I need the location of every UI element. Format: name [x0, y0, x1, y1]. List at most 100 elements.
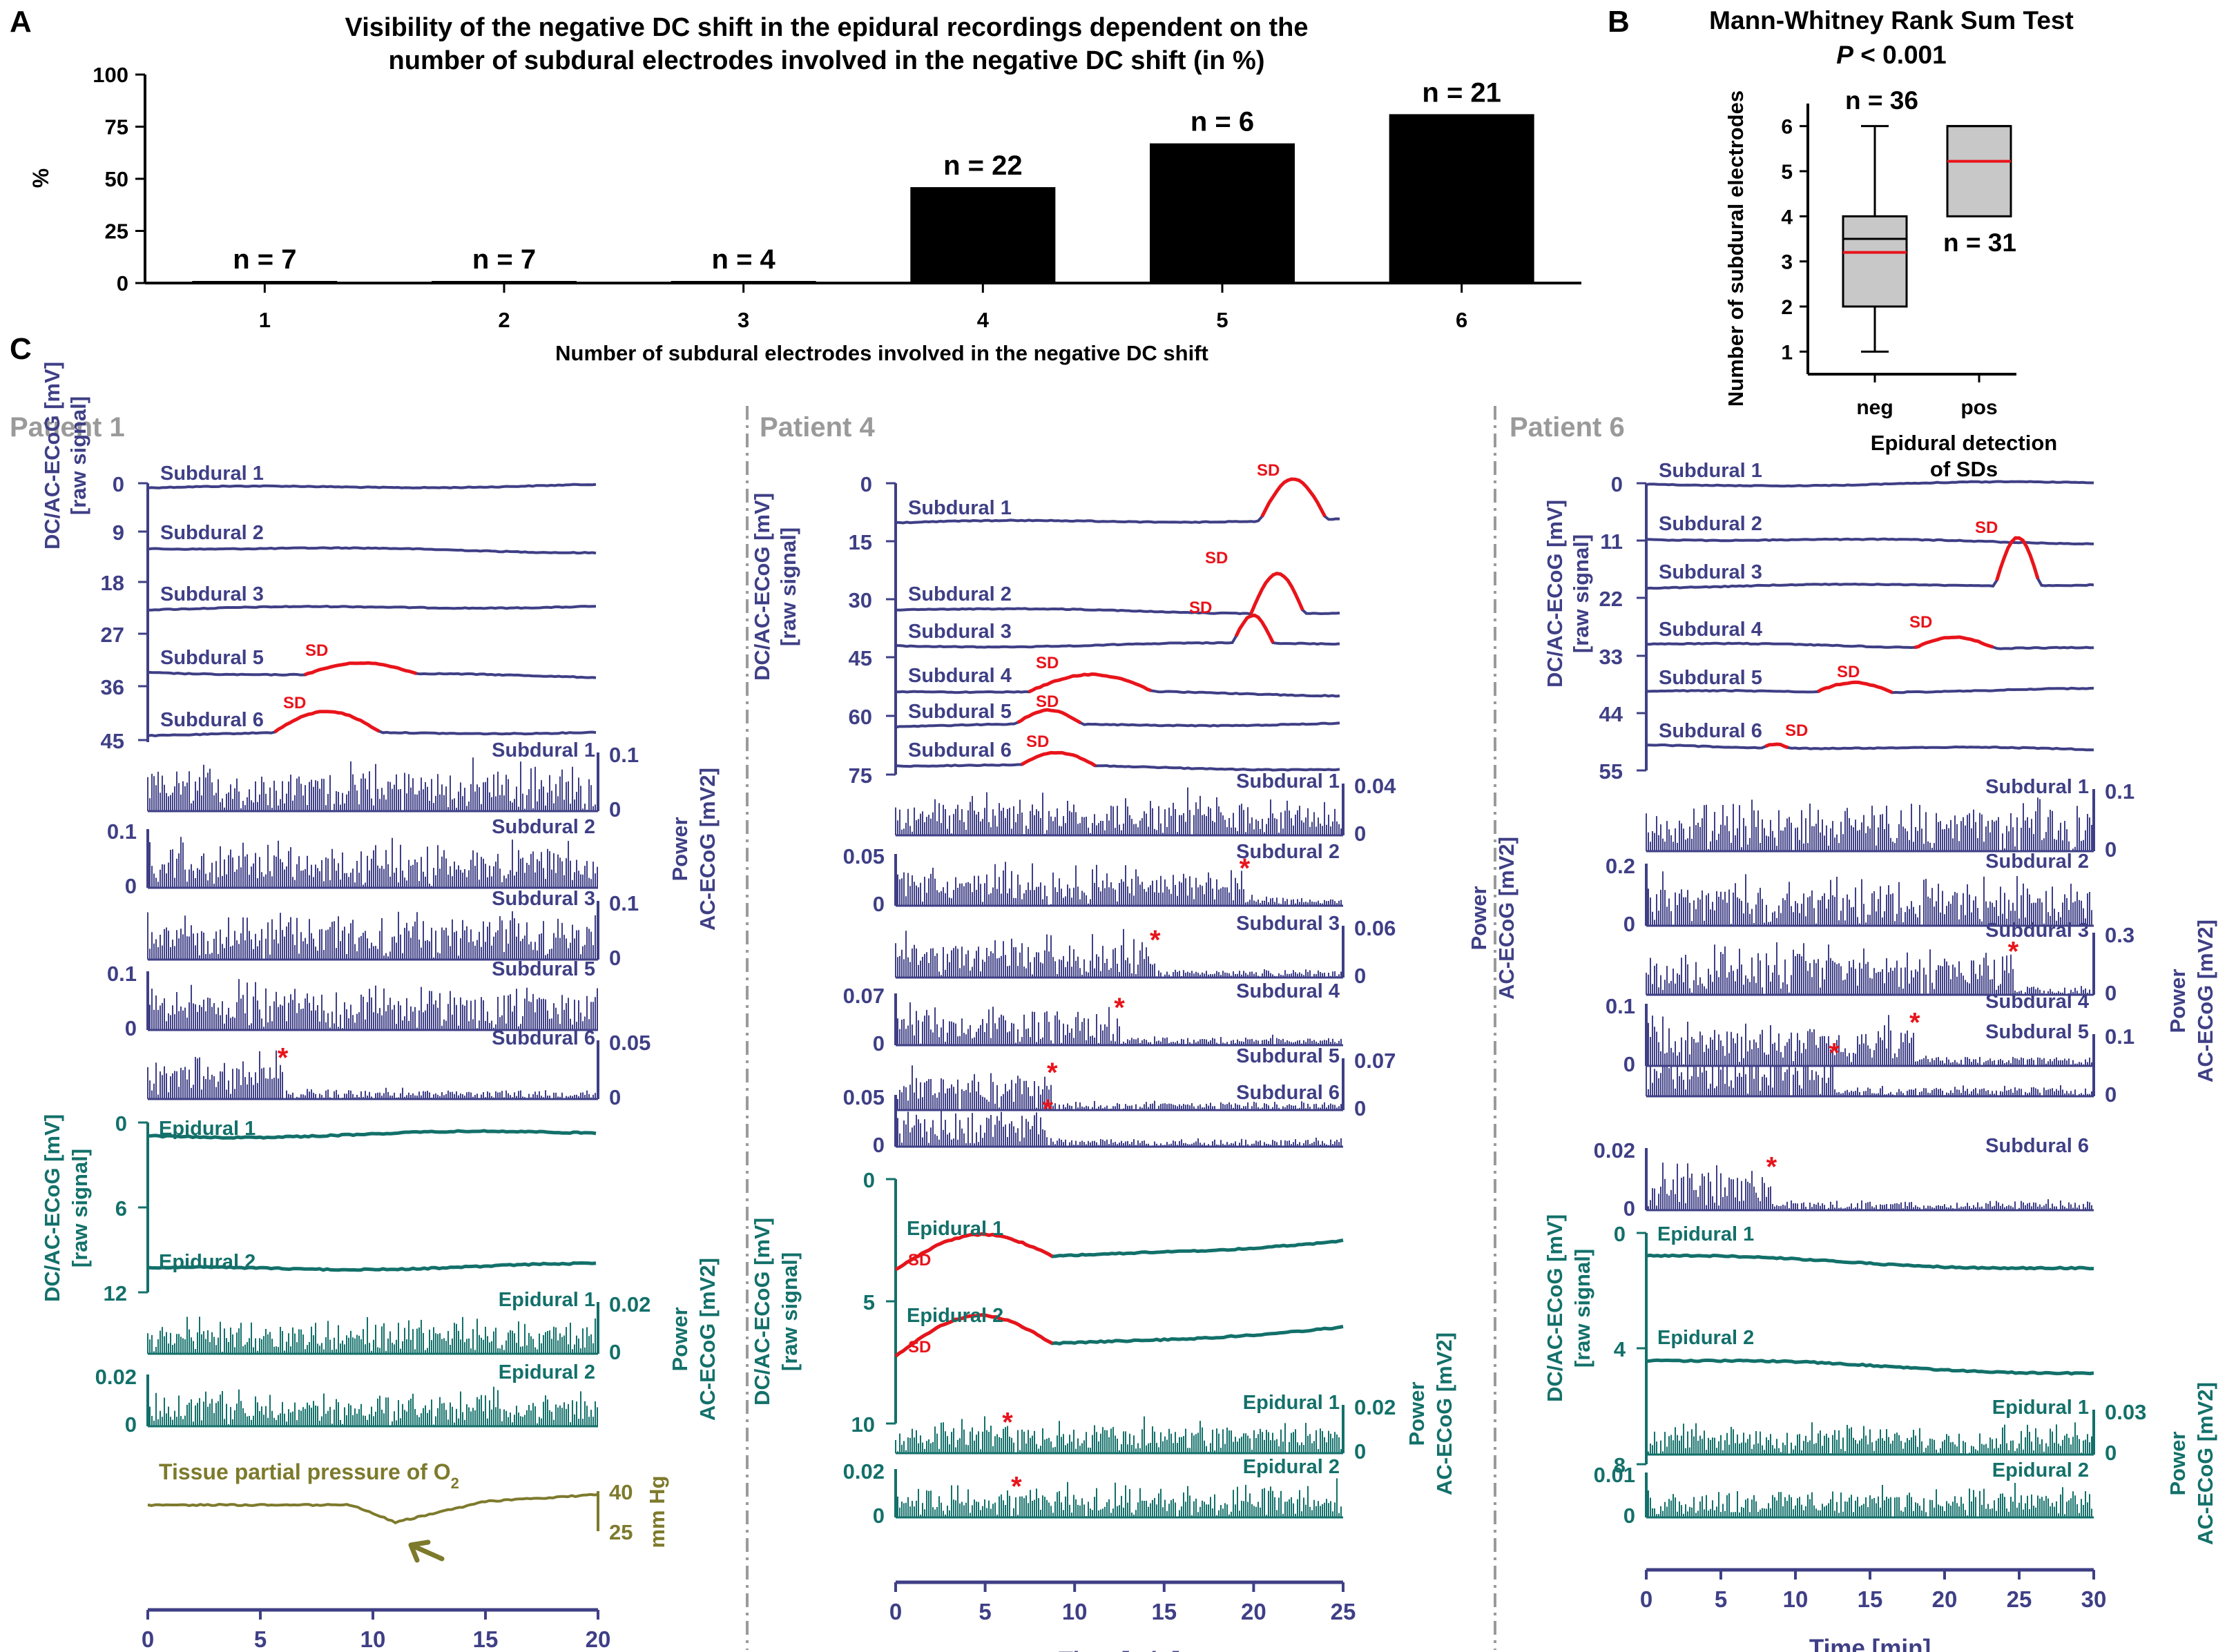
time-tick-label: 5 [979, 1599, 991, 1624]
dc-subdural-trace [1646, 742, 2094, 752]
dc-epidural-tick-label: 8 [1614, 1453, 1626, 1477]
power-epidural-y-label-2: AC-ECoG [mV2] [2193, 1382, 2217, 1545]
power-channel-label: Subdural 1 [1236, 770, 1340, 793]
dc-subdural-tick-label: 27 [101, 623, 124, 647]
panel-a-bar-label: n = 21 [1422, 77, 1501, 108]
panel-a-bar [910, 187, 1056, 283]
power-scale-label: 0.1 [1606, 994, 1635, 1018]
time-tick-label: 25 [1331, 1599, 1356, 1624]
panel-a-y-tick-label: 50 [105, 167, 128, 191]
panel-a-y-axis-title: % [28, 168, 53, 188]
time-tick-label: 25 [2007, 1586, 2032, 1612]
sd-label: SD [1205, 549, 1228, 567]
panel-a-bar [1150, 143, 1295, 283]
panel-a-bar [192, 280, 338, 283]
dc-subdural-tick-label: 30 [849, 588, 872, 612]
sd-power-star: * [1240, 853, 1251, 884]
power-zero-label: 0 [125, 874, 137, 898]
panel-b-n-label-neg: n = 36 [1845, 86, 1918, 115]
panel-b-n-label-pos: n = 31 [1943, 229, 2016, 257]
power-scale-label: 0.1 [2105, 779, 2134, 804]
time-tick-label: 10 [1783, 1586, 1809, 1612]
trace-label: Subdural 3 [160, 583, 264, 605]
sd-label: SD [1975, 518, 1998, 537]
dc-subdural-trace [1646, 635, 2094, 650]
power-zero-label: 0 [2105, 1441, 2117, 1465]
trace-label: Subdural 6 [908, 739, 1012, 761]
power-epidural-bars [1646, 1422, 2092, 1455]
trace-label: Subdural 1 [908, 497, 1012, 519]
sd-segment [1764, 742, 1789, 750]
power-epidural-y-label-2: AC-ECoG [mV2] [695, 1258, 720, 1421]
dc-subdural-tick-label: 55 [1599, 759, 1623, 784]
power-scale-label: 0.02 [1594, 1138, 1635, 1163]
panel-a-x-tick-label: 6 [1456, 308, 1467, 332]
panel-b-subtitle: P < 0.001 [1836, 41, 1946, 69]
panel-a-y-tick-label: 0 [117, 271, 128, 295]
panel-label-c: C [10, 332, 32, 366]
sd-label: SD [1785, 721, 1808, 740]
dc-subdural-trace [1646, 537, 2094, 546]
power-channel-label: Subdural 6 [1985, 1135, 2089, 1157]
panel-a-y-tick-label: 25 [105, 220, 128, 244]
power-subdural-bars [147, 757, 598, 811]
trace-label: Subdural 1 [160, 463, 264, 485]
trace-label: Subdural 3 [908, 621, 1012, 643]
power-scale-label: 0.1 [2105, 1024, 2134, 1049]
patient-title: Patient 4 [760, 412, 875, 443]
power-scale-label: 0.02 [95, 1365, 137, 1389]
power-zero-label: 0 [1354, 1096, 1366, 1120]
panel-b-y-tick-label: 4 [1781, 206, 1793, 229]
panel-a-bar-label: n = 22 [943, 150, 1023, 181]
power-channel-label: Subdural 1 [492, 739, 595, 761]
power-zero-label: 0 [1623, 1504, 1635, 1528]
panel-label-b: B [1608, 5, 1630, 39]
sd-segment [894, 1232, 1054, 1272]
power-zero-label: 0 [1354, 822, 1366, 846]
time-tick-label: 5 [254, 1626, 267, 1652]
dc-subdural-y-label: DC/AC-ECoG [mV] [750, 493, 774, 681]
power-subdural-bars [895, 862, 1342, 906]
dc-epidural-y-label-2: [raw signal] [778, 1252, 802, 1371]
trace-label: Subdural 1 [1659, 460, 1762, 482]
po2-label-subscript: 2 [451, 1475, 459, 1492]
dc-epidural-y-label: DC/AC-ECoG [mV] [1543, 1214, 1567, 1402]
panel-b-y-tick-label: 5 [1781, 161, 1793, 184]
power-scale-label: 0.05 [843, 1085, 885, 1109]
panel-b-y-tick-label: 1 [1781, 341, 1793, 364]
panel-a-x-tick-label: 3 [738, 308, 749, 332]
dc-subdural-tick-label: 36 [101, 675, 124, 699]
time-axis-title: Time [min] [1809, 1635, 1931, 1652]
power-zero-label: 0 [1623, 1052, 1635, 1076]
power-scale-label: 0.06 [1354, 916, 1396, 940]
dc-epidural-tick-label: 0 [863, 1168, 875, 1192]
dc-subdural-trace [895, 751, 1340, 772]
time-tick-label: 15 [1858, 1586, 1883, 1612]
panel-b-x-tick-label: pos [1960, 396, 1997, 419]
dc-epidural-tick-label: 10 [851, 1412, 875, 1437]
sd-segment [304, 661, 418, 677]
sd-power-star: * [1150, 925, 1161, 955]
power-zero-label: 0 [1354, 964, 1366, 988]
sd-segment [1817, 680, 1893, 694]
trace-label: Epidural 1 [159, 1118, 256, 1140]
time-axis-title: Time [min] [1059, 1647, 1180, 1652]
patient-3-column: Patient 6DC/AC-ECoG [mV] [raw signal]0112… [1510, 412, 2217, 1652]
power-subdural-bars [1646, 1163, 2092, 1210]
power-epidural-y-label: Power [1405, 1381, 1429, 1446]
power-channel-label: Subdural 6 [1236, 1082, 1340, 1104]
power-scale-label: 0.1 [107, 819, 137, 844]
sd-label: SD [283, 694, 306, 712]
trace-label: Epidural 2 [159, 1251, 256, 1273]
power-zero-label: 0 [1623, 1196, 1635, 1221]
panel-b-y-tick-label: 6 [1781, 116, 1793, 139]
power-subdural-y-label: Power [668, 817, 692, 881]
power-scale-label: 0.02 [843, 1459, 885, 1484]
panel-a-x-tick-label: 4 [977, 308, 990, 332]
power-zero-label: 0 [609, 946, 621, 970]
dc-epidural-trace [147, 1129, 597, 1140]
dc-subdural-tick-label: 33 [1599, 645, 1623, 669]
dc-subdural-trace [147, 604, 597, 612]
sd-power-star: * [1766, 1152, 1777, 1183]
